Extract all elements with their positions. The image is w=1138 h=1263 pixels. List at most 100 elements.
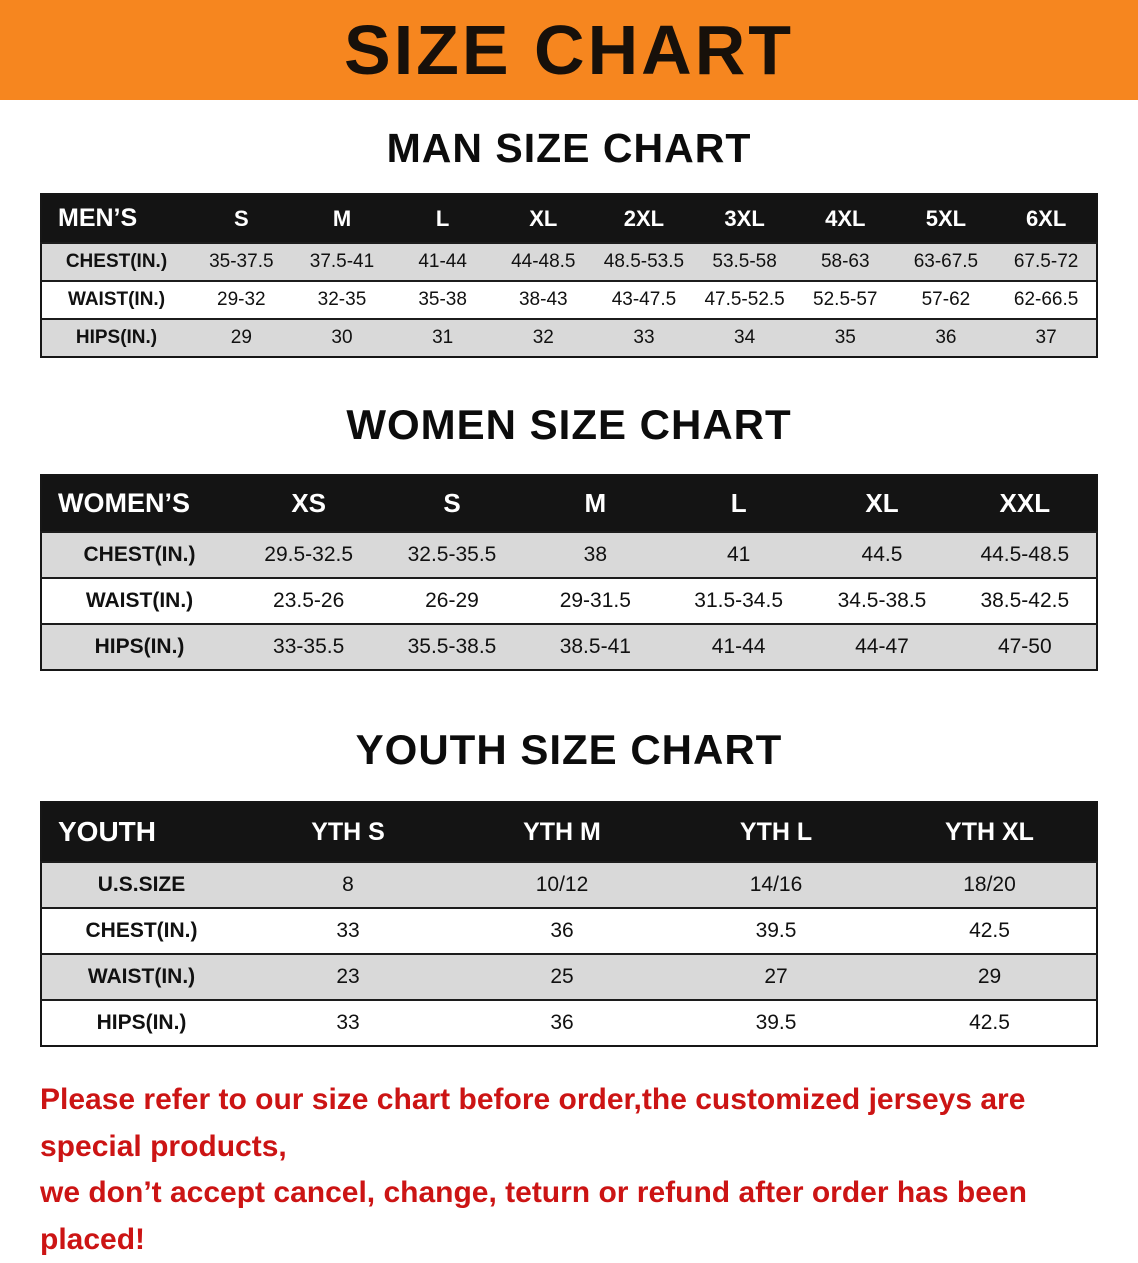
size-value: 47.5-52.5 [704,289,785,310]
size-value: 26-29 [425,589,479,612]
size-value: 39.5 [755,1011,797,1034]
size-value: 27 [764,965,788,988]
size-column-header: 6XL [996,194,1097,243]
size-column-header: XS [237,475,381,532]
size-value: 57-62 [921,289,971,310]
size-value: 10/12 [535,873,589,896]
size-column-header: L [666,475,811,532]
page-title: SIZE CHART [344,11,794,89]
size-value: 62-66.5 [1013,289,1079,310]
size-value: 18/20 [963,873,1016,896]
size-value: 38 [583,543,607,566]
row-label: WAIST(IN.) [85,589,194,612]
size-column-header: 5XL [895,194,997,243]
table-row: WAIST(IN.) 23.5-26 26-29 29-31.5 31.5-34.5 34… [41,578,1097,624]
size-value: 29 [977,965,1002,988]
size-column-header: XL [492,194,594,243]
table-row: HIPS(IN.) 33-35.5 35.5-38.5 38.5-41 41-44 44-… [41,624,1097,670]
row-label: HIPS(IN.) [94,635,185,658]
table-row: WAIST(IN.) 29-32 32-35 35-38 38-43 43-47.5 47.… [41,281,1097,319]
row-label: WAIST(IN.) [67,289,166,310]
size-column-header: YTH M [455,802,669,862]
size-value: 53.5-58 [712,251,777,272]
size-column-header: L [392,194,493,243]
youth-section-title: YOUTH SIZE CHART [355,726,783,773]
table-row: CHEST(IN.) 29.5-32.5 32.5-35.5 38 41 44.5 44.5… [41,532,1097,578]
table-row: CHEST(IN.) 35-37.5 37.5-41 41-44 44-48.5 48.5… [41,243,1097,281]
size-value: 44-48.5 [511,251,576,272]
disclaimer: Please refer to our size chart before or… [40,1077,1098,1263]
size-value: 25 [550,965,574,988]
size-value: 63-67.5 [913,251,979,272]
size-value: 41 [726,543,751,566]
table-row: WAIST(IN.) 23 25 27 29 [41,954,1097,1000]
size-value: 35-37.5 [209,251,274,272]
size-value: 47-50 [997,635,1052,658]
size-value: 35 [834,327,856,348]
men-section-title: MAN SIZE CHART [386,125,752,171]
table-row: HIPS(IN.) 33 36 39.5 42.5 [41,1000,1097,1046]
size-value: 44.5-48.5 [980,543,1070,566]
size-value: 35-38 [418,289,467,310]
size-value: 33 [336,1011,360,1034]
men-size-section: MAN SIZE CHART MEN’S S M L XL 2XL 3XL 4XL 5XL 6XL… [0,128,1138,358]
size-value: 31.5-34.5 [694,589,784,612]
size-value: 42.5 [969,1011,1010,1034]
women-section-title: WOMEN SIZE CHART [346,401,792,448]
row-label: CHEST(IN.) [65,251,168,272]
size-value: 36 [550,1011,574,1034]
size-value: 67.5-72 [1013,251,1079,272]
size-value: 44-47 [855,635,909,658]
table-header-row: WOMEN’S XS S M L XL XXL [41,475,1097,532]
size-value: 34 [734,327,756,348]
size-value: 23.5-26 [273,589,345,612]
size-value: 58-63 [820,251,870,272]
size-value: 29-31.5 [559,589,631,612]
size-value: 38.5-42.5 [980,589,1070,612]
row-label: CHEST(IN.) [83,543,196,566]
size-value: 43-47.5 [611,289,677,310]
size-column-header: S [380,475,524,532]
size-value: 30 [331,327,353,348]
size-value: 38-43 [518,289,568,310]
size-value: 41-44 [418,251,467,272]
size-column-header: S [191,194,292,243]
size-value: 29.5-32.5 [264,543,354,566]
disclaimer-line-1: Please refer to our size chart before or… [40,1083,1026,1163]
size-value: 33 [336,919,360,942]
banner: SIZE CHART [0,0,1138,100]
size-value: 29-32 [217,289,266,310]
row-label: HIPS(IN.) [75,327,158,348]
size-value: 38.5-41 [559,635,631,658]
size-value: 33-35.5 [273,635,345,658]
size-column-header: YTH XL [883,802,1097,862]
size-column-header: YTH L [669,802,883,862]
size-column-header: YTH S [241,802,455,862]
size-value: 31 [432,327,454,348]
table-row: CHEST(IN.) 33 36 39.5 42.5 [41,908,1097,954]
size-value: 41-44 [711,635,766,658]
youth-size-section: YOUTH SIZE CHART YOUTH YTH S YTH M YTH L YTH… [0,729,1138,1047]
size-column-header: 4XL [794,194,896,243]
table-corner-label: WOMEN’S [41,475,237,532]
women-size-section: WOMEN SIZE CHART WOMEN’S XS S M L XL XXL CHEST(… [0,404,1138,671]
table-corner-label: MEN’S [41,194,191,243]
size-column-header: 2XL [593,194,695,243]
size-value: 32-35 [317,289,367,310]
size-value: 42.5 [969,919,1010,942]
size-value: 35.5-38.5 [407,635,497,658]
size-value: 44.5 [861,543,903,566]
row-label: CHEST(IN.) [85,919,198,942]
table-row: HIPS(IN.) 29 30 31 32 33 34 35 36 37 [41,319,1097,357]
table-corner-label: YOUTH [41,802,241,862]
size-value: 36 [935,327,957,348]
disclaimer-line-2: we don’t accept cancel, change, teturn o… [40,1176,1027,1256]
size-value: 32.5-35.5 [407,543,497,566]
size-value: 14/16 [749,873,803,896]
size-value: 23 [336,965,360,988]
size-column-header: M [291,194,393,243]
youth-size-table: YOUTH YTH S YTH M YTH L YTH XL U.S.SIZE 8 10/12… [40,801,1098,1047]
size-value: 37 [1035,327,1057,348]
size-value: 39.5 [755,919,797,942]
size-column-header: M [523,475,667,532]
